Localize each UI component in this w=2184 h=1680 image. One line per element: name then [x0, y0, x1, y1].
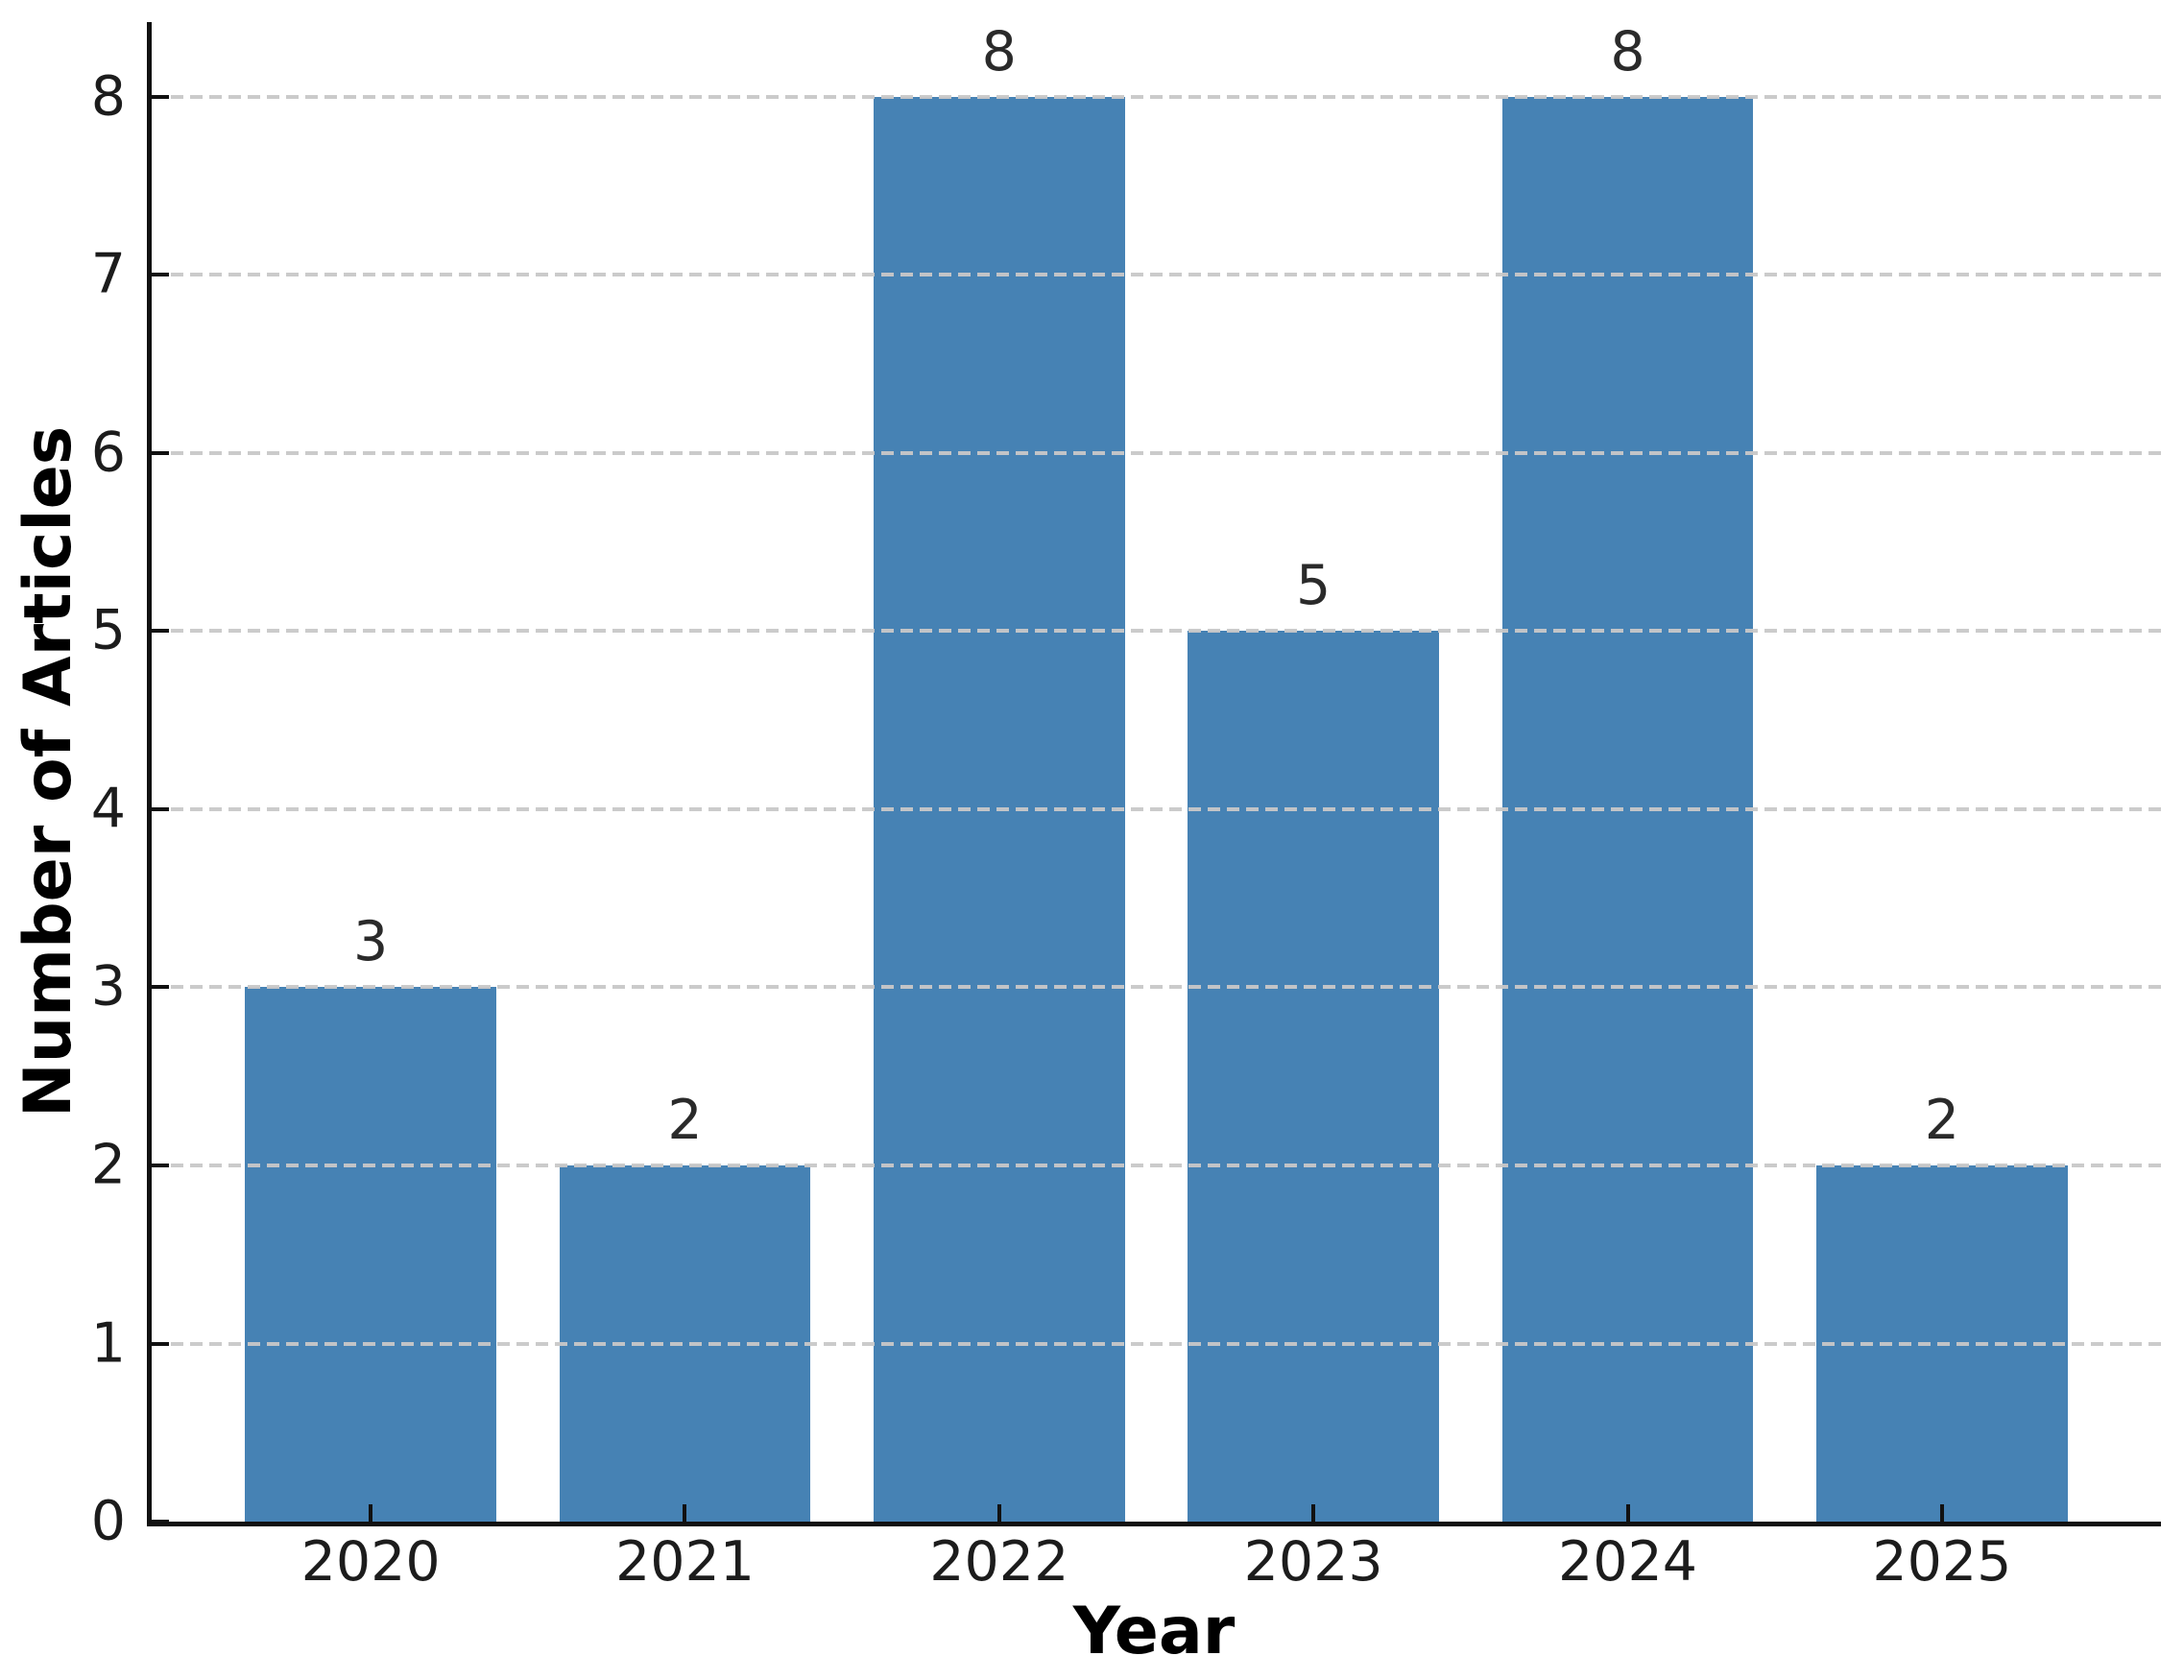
y-tick-7: [152, 273, 169, 277]
y-tick-1: [152, 1341, 169, 1346]
x-axis-title: Year: [1072, 1594, 1236, 1669]
x-tick-label: 2023: [1243, 1530, 1383, 1594]
y-tick-label: 1: [90, 1311, 126, 1375]
x-tick-2023: [1311, 1504, 1316, 1522]
gridlines-layer: [152, 22, 2161, 1522]
x-tick-label: 2025: [1872, 1530, 2012, 1594]
x-axis-layer: 2020 2021 2022 2023 2024 2025: [152, 22, 2161, 1590]
x-tick-label: 2020: [300, 1530, 441, 1594]
y-tick-label: 8: [90, 64, 126, 129]
gridline-y-7: [152, 273, 2161, 277]
bar-value-label: 8: [1610, 19, 1645, 84]
bar-value-label: 3: [352, 910, 389, 974]
y-tick-label: 4: [90, 777, 126, 841]
x-tick-2025: [1939, 1504, 1944, 1522]
gridline-y-6: [152, 450, 2161, 455]
x-tick-label: 2024: [1557, 1530, 1698, 1594]
gridline-y-5: [152, 629, 2161, 634]
gridline-y-1: [152, 1341, 2161, 1346]
y-tick-2: [152, 1163, 169, 1167]
bar-value-label: 8: [981, 19, 1017, 84]
x-tick-label: 2022: [929, 1530, 1069, 1594]
gridline-y-2: [152, 1163, 2161, 1167]
x-tick-label: 2021: [614, 1530, 755, 1594]
x-tick-2022: [996, 1504, 1001, 1522]
bar-value-label: 2: [667, 1088, 703, 1152]
x-tick-2024: [1625, 1504, 1630, 1522]
y-tick-3: [152, 985, 169, 990]
gridline-y-4: [152, 806, 2161, 811]
gridline-y-3: [152, 985, 2161, 990]
x-tick-2020: [369, 1504, 373, 1522]
annotations-layer: 3 2 8 5 8 2: [152, 22, 2161, 1522]
y-tick-label: 0: [90, 1489, 126, 1553]
y-tick-label: 5: [90, 598, 126, 662]
bar-value-label: 5: [1296, 554, 1332, 618]
y-tick-label: 6: [90, 420, 126, 485]
y-tick-label: 7: [90, 242, 126, 306]
y-tick-4: [152, 806, 169, 811]
y-axis-title: Number of Articles: [11, 425, 86, 1118]
y-tick-5: [152, 629, 169, 634]
bar-value-label: 2: [1924, 1088, 1959, 1152]
y-tick-0: [152, 1520, 169, 1524]
x-tick-2021: [683, 1504, 687, 1522]
y-tick-8: [152, 94, 169, 99]
bar-2023: [1188, 631, 1440, 1522]
gridline-y-8: [152, 94, 2161, 99]
y-tick-label: 3: [90, 954, 126, 1019]
bar-2020: [245, 987, 497, 1522]
y-tick-6: [152, 450, 169, 455]
y-tick-label: 2: [90, 1133, 126, 1197]
